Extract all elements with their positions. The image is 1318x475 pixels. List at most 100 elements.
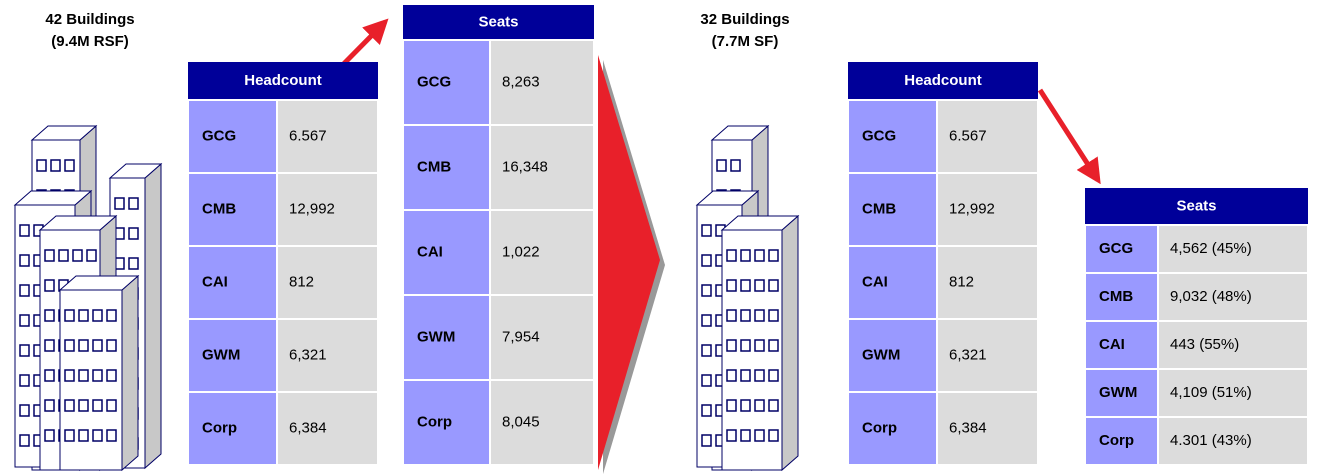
row-label: CMB	[1099, 288, 1133, 305]
caption: 32 Buildings	[700, 11, 789, 28]
window	[79, 400, 88, 411]
window	[45, 430, 54, 441]
header-text: Headcount	[904, 72, 982, 89]
caption: (9.4M RSF)	[51, 33, 129, 50]
row-label: GWM	[862, 346, 900, 363]
window	[79, 310, 88, 321]
window	[87, 250, 96, 261]
window	[702, 345, 711, 356]
window	[93, 430, 102, 441]
row-label: CAI	[862, 273, 888, 290]
row-value: 812	[289, 273, 314, 290]
row-value: 9,032 (48%)	[1170, 288, 1252, 305]
window	[755, 400, 764, 411]
window	[741, 340, 750, 351]
window	[45, 310, 54, 321]
row-label: GWM	[1099, 384, 1137, 401]
window	[702, 225, 711, 236]
window	[107, 310, 116, 321]
window	[65, 400, 74, 411]
window	[741, 430, 750, 441]
window	[107, 370, 116, 381]
row-label: Corp	[202, 419, 237, 436]
window	[769, 400, 778, 411]
window	[755, 250, 764, 261]
diagram: 42 Buildings (9.4M RSF) 32 Buildings (7.…	[0, 0, 1318, 475]
row-label: CAI	[1099, 336, 1125, 353]
window	[769, 430, 778, 441]
window	[20, 435, 29, 446]
window	[727, 400, 736, 411]
window	[20, 315, 29, 326]
window	[93, 370, 102, 381]
window	[755, 280, 764, 291]
row-label: CAI	[202, 273, 228, 290]
row-value: 6,384	[289, 419, 327, 436]
row-value: 6,384	[949, 419, 987, 436]
window	[20, 375, 29, 386]
row-value: 12,992	[949, 200, 995, 217]
window	[115, 198, 124, 209]
row-value: 12,992	[289, 200, 335, 217]
row-value: 16,348	[502, 158, 548, 175]
window	[93, 340, 102, 351]
window	[51, 160, 60, 171]
window	[769, 370, 778, 381]
row-label: GCG	[862, 127, 896, 144]
window	[20, 225, 29, 236]
window	[741, 250, 750, 261]
window	[769, 280, 778, 291]
window	[702, 285, 711, 296]
window	[65, 430, 74, 441]
window	[741, 370, 750, 381]
window	[702, 255, 711, 266]
row-value: 4.301 (43%)	[1170, 432, 1252, 449]
header-text: Seats	[1176, 197, 1216, 214]
window	[107, 400, 116, 411]
window	[702, 375, 711, 386]
header-text: Seats	[478, 13, 518, 30]
caption: (7.7M SF)	[712, 33, 779, 50]
row-value: 4,562 (45%)	[1170, 240, 1252, 257]
building-side	[145, 164, 161, 468]
window	[73, 250, 82, 261]
row-value: 812	[949, 273, 974, 290]
row-label: GWM	[417, 328, 455, 345]
arrow	[1040, 90, 1098, 180]
window	[37, 160, 46, 171]
row-value: 6,321	[289, 346, 327, 363]
window	[755, 340, 764, 351]
window	[20, 285, 29, 296]
window	[65, 310, 74, 321]
header-text: Headcount	[244, 72, 322, 89]
window	[727, 310, 736, 321]
window	[79, 370, 88, 381]
window	[769, 310, 778, 321]
window	[20, 255, 29, 266]
window	[769, 340, 778, 351]
row-label: CMB	[202, 200, 236, 217]
row-label: GCG	[202, 127, 236, 144]
window	[702, 435, 711, 446]
row-value: 4,109 (51%)	[1170, 384, 1252, 401]
row-value: 443 (55%)	[1170, 336, 1239, 353]
caption: 42 Buildings	[45, 11, 134, 28]
window	[93, 400, 102, 411]
row-value: 6.567	[949, 127, 987, 144]
window	[741, 280, 750, 291]
row-label: GCG	[1099, 240, 1133, 257]
window	[129, 198, 138, 209]
row-value: 6.567	[289, 127, 327, 144]
window	[65, 340, 74, 351]
window	[107, 340, 116, 351]
window	[727, 250, 736, 261]
building-side	[122, 276, 138, 470]
row-label: GWM	[202, 346, 240, 363]
window	[731, 160, 740, 171]
window	[45, 250, 54, 261]
window	[755, 370, 764, 381]
window	[727, 430, 736, 441]
row-value: 8,045	[502, 413, 540, 430]
window	[129, 258, 138, 269]
window	[20, 345, 29, 356]
